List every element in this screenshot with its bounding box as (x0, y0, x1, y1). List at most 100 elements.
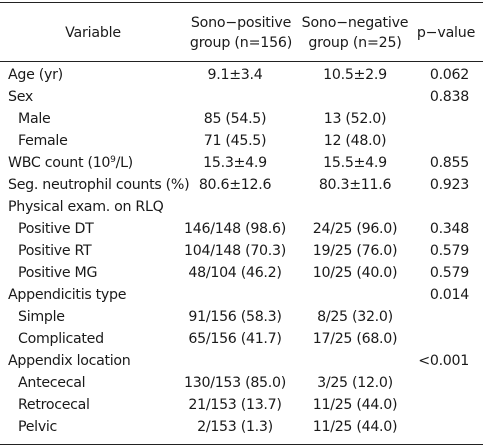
row-sono-negative: 12 (48.0) (323, 133, 387, 149)
table-row: Appendix location <0.001 (0, 350, 483, 372)
row-label: Positive MG (18, 265, 98, 281)
row-sono-negative (294, 350, 416, 372)
row-p-value (415, 306, 469, 328)
row-sono-positive: 21/153 (13.7) (188, 397, 282, 413)
row-p-value (415, 130, 469, 152)
row-sono-negative: 11/25 (44.0) (312, 397, 398, 413)
row-sono-positive: 65/156 (41.7) (188, 331, 282, 347)
table-row: Seg. neutrophil counts (%) 80.6±12.6 80.… (0, 174, 483, 196)
table-row: Positive MG 48/104 (46.2) 10/25 (40.0) 0… (0, 262, 483, 284)
row-label-superscript: 9 (110, 155, 116, 165)
row-sono-positive: 2/153 (1.3) (197, 419, 273, 435)
table-row: Appendicitis type 0.014 (0, 284, 483, 306)
row-sono-positive: 104/148 (70.3) (184, 243, 286, 259)
table-row: Positive DT 146/148 (98.6) 24/25 (96.0) … (0, 218, 483, 240)
row-label: Positive RT (18, 243, 92, 259)
header-sono-positive: Sono−positive group (n=156) (186, 10, 296, 56)
row-sono-positive: 91/156 (58.3) (188, 309, 282, 325)
row-sono-positive: 130/153 (85.0) (184, 375, 286, 391)
row-label: WBC count (109/L) (8, 152, 133, 174)
row-p-value: 0.062 (429, 67, 469, 83)
row-p-value (415, 394, 469, 416)
header-sono-positive-line2: group (n=156) (189, 35, 293, 51)
row-sono-negative: 13 (52.0) (323, 111, 387, 127)
row-label: Sex (8, 89, 33, 105)
table-row: Female 71 (45.5) 12 (48.0) (0, 130, 483, 152)
table-row: WBC count (109/L) 15.3±4.9 15.5±4.9 0.85… (0, 152, 483, 174)
row-p-value: 0.579 (429, 243, 469, 259)
row-sono-positive: 85 (54.5) (203, 111, 267, 127)
header-sono-positive-line1: Sono−positive (190, 15, 292, 31)
header-p-value-label: p−value (416, 25, 476, 41)
row-p-value: 0.838 (429, 89, 469, 105)
table-row: Complicated 65/156 (41.7) 17/25 (68.0) (0, 328, 483, 350)
table-row: Physical exam. on RLQ (0, 196, 483, 218)
row-sono-positive: 71 (45.5) (203, 133, 267, 149)
row-label: Simple (18, 309, 65, 325)
row-sono-negative: 11/25 (44.0) (312, 419, 398, 435)
row-sono-positive (170, 86, 300, 108)
header-sono-negative-line1: Sono−negative (301, 15, 409, 31)
row-sono-negative (294, 284, 416, 306)
row-sono-negative: 80.3±11.6 (318, 177, 392, 193)
table-top-rule (0, 2, 483, 3)
row-p-value: 0.855 (429, 155, 469, 171)
row-p-value (415, 108, 469, 130)
row-label: Antececal (18, 375, 86, 391)
row-sono-positive (170, 284, 300, 306)
row-sono-negative: 15.5±4.9 (323, 155, 387, 171)
row-label-prefix: WBC count (10 (8, 155, 111, 171)
header-variable-label: Variable (65, 25, 121, 41)
row-sono-negative: 17/25 (68.0) (312, 331, 398, 347)
row-p-value: 0.923 (429, 177, 469, 193)
row-label: Pelvic (18, 419, 58, 435)
row-sono-negative: 8/25 (32.0) (317, 309, 393, 325)
row-p-value: 0.014 (429, 287, 469, 303)
row-label: Physical exam. on RLQ (8, 199, 164, 215)
row-label: Age (yr) (8, 67, 63, 83)
row-label: Complicated (18, 331, 104, 347)
table-row: Pelvic 2/153 (1.3) 11/25 (44.0) (0, 416, 483, 438)
row-p-value: 0.348 (429, 221, 469, 237)
row-p-value: <0.001 (418, 353, 469, 369)
row-sono-positive (170, 350, 300, 372)
row-label-suffix: /L) (115, 155, 134, 171)
table-row: Male 85 (54.5) 13 (52.0) (0, 108, 483, 130)
table-row: Age (yr) 9.1±3.4 10.5±2.9 0.062 (0, 64, 483, 86)
row-label: Appendix location (8, 353, 131, 369)
row-sono-positive: 9.1±3.4 (207, 67, 263, 83)
row-p-value (415, 372, 469, 394)
table-row: Sex 0.838 (0, 86, 483, 108)
row-sono-positive: 80.6±12.6 (198, 177, 272, 193)
row-sono-positive: 146/148 (98.6) (184, 221, 286, 237)
row-sono-negative: 10/25 (40.0) (312, 265, 398, 281)
header-p-value: p−value (415, 10, 477, 56)
table-header-rule (0, 61, 483, 62)
row-p-value (415, 328, 469, 350)
row-sono-negative: 24/25 (96.0) (312, 221, 398, 237)
header-sono-negative: Sono−negative group (n=25) (300, 10, 410, 56)
header-variable: Variable (8, 10, 178, 56)
row-p-value (415, 416, 469, 438)
row-label: Positive DT (18, 221, 94, 237)
row-sono-positive: 48/104 (46.2) (188, 265, 282, 281)
row-sono-negative: 19/25 (76.0) (312, 243, 398, 259)
table-row: Retrocecal 21/153 (13.7) 11/25 (44.0) (0, 394, 483, 416)
row-sono-negative (294, 196, 416, 218)
row-label: Seg. neutrophil counts (%) (8, 177, 190, 193)
table-row: Antececal 130/153 (85.0) 3/25 (12.0) (0, 372, 483, 394)
header-sono-negative-line2: group (n=25) (308, 35, 402, 51)
table-row: Positive RT 104/148 (70.3) 19/25 (76.0) … (0, 240, 483, 262)
row-label: Retrocecal (18, 397, 90, 413)
row-sono-positive: 15.3±4.9 (203, 155, 267, 171)
row-label: Female (18, 133, 68, 149)
row-p-value (415, 196, 469, 218)
row-sono-negative: 3/25 (12.0) (317, 375, 393, 391)
row-p-value: 0.579 (429, 265, 469, 281)
row-label: Male (18, 111, 51, 127)
row-sono-negative: 10.5±2.9 (323, 67, 387, 83)
row-sono-negative (294, 86, 416, 108)
row-label: Appendicitis type (8, 287, 127, 303)
table-row: Simple 91/156 (58.3) 8/25 (32.0) (0, 306, 483, 328)
